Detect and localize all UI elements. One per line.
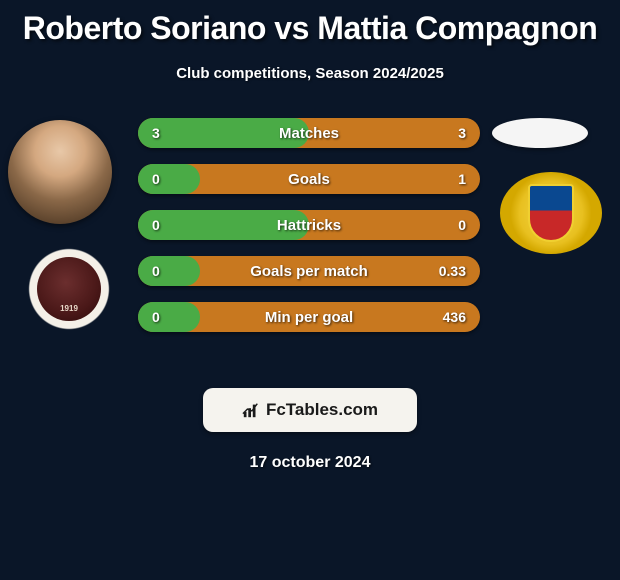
player-left-avatar	[8, 120, 112, 224]
stat-left-value: 0	[152, 309, 160, 325]
comparison-content: 1919 3 Matches 3 0 Goals 1 0 Hattricks 0…	[0, 110, 620, 370]
stat-fill	[138, 302, 200, 332]
bar-chart-icon	[242, 401, 260, 419]
stat-right-value: 3	[458, 125, 466, 141]
stat-label: Min per goal	[265, 309, 353, 326]
stat-left-value: 0	[152, 171, 160, 187]
stat-label: Goals	[288, 171, 330, 188]
club-left-crest-inner: 1919	[37, 257, 101, 321]
logo-text: FcTables.com	[266, 400, 378, 420]
club-right-crest-inner	[528, 184, 574, 242]
fctables-logo: FcTables.com	[203, 388, 417, 432]
stat-left-value: 0	[152, 217, 160, 233]
stat-right-value: 1	[458, 171, 466, 187]
stat-left-value: 3	[152, 125, 160, 141]
stat-row-gpm: 0 Goals per match 0.33	[138, 256, 480, 286]
stats-block: 3 Matches 3 0 Goals 1 0 Hattricks 0 0 Go…	[138, 118, 480, 348]
stat-label: Matches	[279, 125, 339, 142]
club-right-crest	[500, 172, 602, 254]
stat-label: Goals per match	[250, 263, 368, 280]
stat-left-value: 0	[152, 263, 160, 279]
player-right-avatar	[492, 118, 588, 148]
stat-row-mpg: 0 Min per goal 436	[138, 302, 480, 332]
date-line: 17 october 2024	[0, 454, 620, 472]
stat-right-value: 0.33	[439, 263, 466, 279]
stat-row-hattricks: 0 Hattricks 0	[138, 210, 480, 240]
stat-label: Hattricks	[277, 217, 341, 234]
stat-row-goals: 0 Goals 1	[138, 164, 480, 194]
stat-right-value: 436	[443, 309, 466, 325]
stat-fill	[138, 164, 200, 194]
crest-left-year: 1919	[60, 304, 78, 313]
stat-row-matches: 3 Matches 3	[138, 118, 480, 148]
page-title: Roberto Soriano vs Mattia Compagnon	[0, 0, 620, 47]
stat-fill	[138, 256, 200, 286]
subtitle: Club competitions, Season 2024/2025	[0, 65, 620, 82]
stat-right-value: 0	[458, 217, 466, 233]
club-left-crest: 1919	[18, 248, 120, 330]
